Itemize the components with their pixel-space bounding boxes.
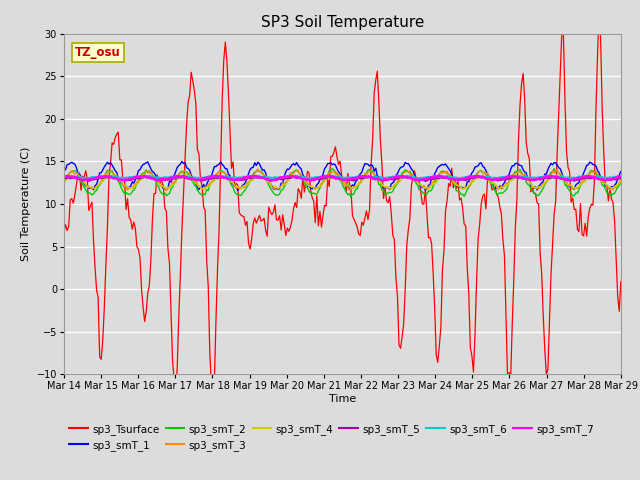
sp3_smT_1 xyxy=(257,164,265,170)
sp3_smT_5 xyxy=(325,173,333,179)
sp3_smT_5 xyxy=(617,175,625,180)
Text: TZ_osu: TZ_osu xyxy=(75,46,121,59)
sp3_smT_4 xyxy=(307,184,314,190)
sp3_smT_1 xyxy=(178,158,186,164)
Y-axis label: Soil Temperature (C): Soil Temperature (C) xyxy=(21,147,31,261)
sp3_smT_3 xyxy=(589,169,596,175)
Line: sp3_Tsurface: sp3_Tsurface xyxy=(64,10,621,397)
Line: sp3_smT_5: sp3_smT_5 xyxy=(64,176,621,181)
sp3_smT_7 xyxy=(617,174,625,180)
sp3_Tsurface xyxy=(617,279,625,285)
sp3_Tsurface xyxy=(60,228,68,234)
sp3_smT_3 xyxy=(307,183,314,189)
sp3_Tsurface xyxy=(588,202,595,207)
sp3_smT_1 xyxy=(617,168,625,174)
sp3_smT_3 xyxy=(60,177,68,182)
sp3_smT_6 xyxy=(398,173,406,179)
sp3_smT_3 xyxy=(246,178,254,183)
sp3_smT_4 xyxy=(129,184,136,190)
sp3_smT_4 xyxy=(237,187,244,192)
sp3_Tsurface xyxy=(129,226,136,232)
sp3_smT_7 xyxy=(307,178,314,183)
sp3_smT_4 xyxy=(617,179,625,185)
sp3_smT_2 xyxy=(550,166,558,171)
sp3_smT_3 xyxy=(129,185,136,191)
sp3_smT_3 xyxy=(257,169,265,175)
Line: sp3_smT_4: sp3_smT_4 xyxy=(64,174,621,190)
sp3_smT_1 xyxy=(307,185,314,191)
sp3_smT_6 xyxy=(60,174,68,180)
sp3_smT_7 xyxy=(589,175,596,180)
sp3_smT_4 xyxy=(181,171,189,177)
sp3_smT_5 xyxy=(254,174,262,180)
sp3_Tsurface xyxy=(595,7,603,13)
sp3_smT_5 xyxy=(303,177,311,183)
sp3_Tsurface xyxy=(209,395,217,400)
sp3_smT_6 xyxy=(617,173,625,179)
Line: sp3_smT_1: sp3_smT_1 xyxy=(64,161,621,191)
sp3_smT_5 xyxy=(129,176,136,182)
sp3_smT_6 xyxy=(254,173,262,179)
sp3_smT_1 xyxy=(228,180,236,186)
sp3_smT_5 xyxy=(226,175,234,181)
sp3_smT_5 xyxy=(244,174,252,180)
sp3_smT_7 xyxy=(129,175,136,181)
sp3_smT_2 xyxy=(589,168,596,174)
Line: sp3_smT_7: sp3_smT_7 xyxy=(64,176,621,180)
sp3_smT_2 xyxy=(60,180,68,186)
sp3_Tsurface xyxy=(305,170,313,176)
sp3_smT_7 xyxy=(435,173,443,179)
sp3_smT_2 xyxy=(617,180,625,186)
sp3_smT_3 xyxy=(617,177,625,182)
Legend: sp3_Tsurface, sp3_smT_1, sp3_smT_2, sp3_smT_3, sp3_smT_4, sp3_smT_5, sp3_smT_6, : sp3_Tsurface, sp3_smT_1, sp3_smT_2, sp3_… xyxy=(69,424,594,451)
sp3_smT_1 xyxy=(60,168,68,173)
sp3_Tsurface xyxy=(246,246,254,252)
sp3_smT_4 xyxy=(589,173,596,179)
Line: sp3_smT_3: sp3_smT_3 xyxy=(64,169,621,191)
sp3_smT_2 xyxy=(244,182,252,188)
sp3_smT_6 xyxy=(589,174,596,180)
sp3_smT_4 xyxy=(228,180,236,185)
sp3_smT_6 xyxy=(226,175,234,180)
X-axis label: Time: Time xyxy=(329,394,356,404)
sp3_smT_7 xyxy=(244,174,252,180)
sp3_smT_4 xyxy=(248,178,255,184)
sp3_smT_3 xyxy=(163,188,170,193)
sp3_Tsurface xyxy=(255,213,263,218)
sp3_smT_3 xyxy=(254,166,262,172)
sp3_smT_2 xyxy=(226,178,234,184)
sp3_smT_5 xyxy=(589,175,596,180)
sp3_smT_4 xyxy=(257,174,265,180)
sp3_smT_6 xyxy=(129,175,136,180)
sp3_smT_6 xyxy=(415,176,423,182)
Title: SP3 Soil Temperature: SP3 Soil Temperature xyxy=(260,15,424,30)
sp3_smT_1 xyxy=(234,188,241,193)
sp3_smT_1 xyxy=(248,165,255,170)
sp3_smT_2 xyxy=(303,185,311,191)
sp3_smT_6 xyxy=(303,175,311,181)
sp3_smT_1 xyxy=(129,179,136,185)
Line: sp3_smT_6: sp3_smT_6 xyxy=(64,176,621,179)
sp3_smT_1 xyxy=(589,162,596,168)
Line: sp3_smT_2: sp3_smT_2 xyxy=(64,168,621,197)
sp3_smT_7 xyxy=(303,177,311,183)
sp3_smT_3 xyxy=(228,179,236,184)
sp3_smT_5 xyxy=(422,178,429,184)
sp3_smT_2 xyxy=(347,194,355,200)
sp3_smT_4 xyxy=(60,180,68,186)
sp3_smT_5 xyxy=(60,176,68,181)
sp3_smT_7 xyxy=(60,174,68,180)
sp3_smT_2 xyxy=(129,189,136,194)
sp3_smT_7 xyxy=(254,174,262,180)
sp3_smT_6 xyxy=(244,174,252,180)
sp3_Tsurface xyxy=(228,166,236,171)
sp3_smT_2 xyxy=(254,168,262,173)
sp3_smT_7 xyxy=(226,176,234,181)
